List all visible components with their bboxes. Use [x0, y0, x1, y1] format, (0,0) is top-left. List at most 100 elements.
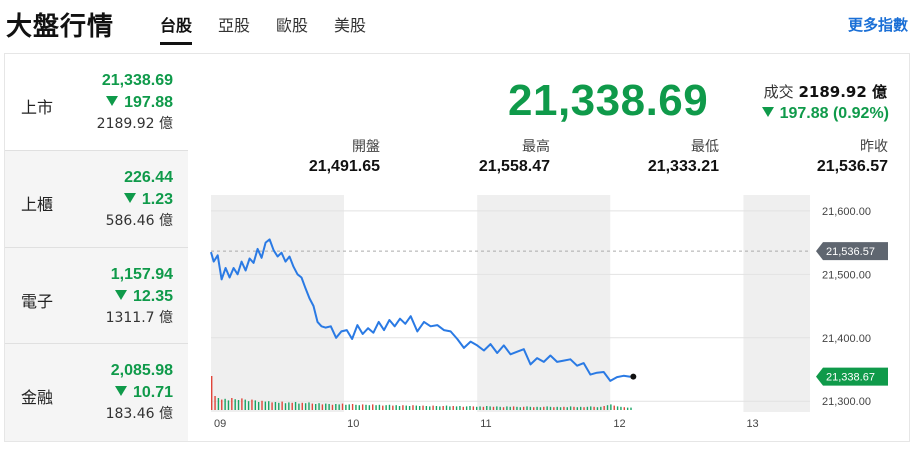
volume-bar — [616, 406, 619, 410]
volume-bar — [331, 404, 334, 410]
volume-bar — [237, 400, 240, 410]
volume-bar — [348, 404, 350, 410]
volume-bar — [408, 406, 411, 410]
volume-bar — [519, 407, 522, 410]
volume-bar — [499, 406, 501, 410]
volume-bar — [486, 406, 488, 410]
volume-bar — [586, 406, 589, 410]
sidebar-item-name: 電子 — [21, 292, 54, 311]
volume-bar — [294, 402, 297, 410]
last-price-dot — [630, 373, 637, 380]
volume-bar — [415, 405, 418, 410]
volume-bar — [566, 407, 568, 410]
volume-bar — [278, 402, 280, 410]
volume-bar — [308, 402, 310, 410]
volume-bar — [529, 406, 532, 410]
sidebar-item-finance[interactable]: 金融 2,085.98 10.71 183.46 億 — [5, 344, 188, 441]
volume-bar — [472, 406, 475, 410]
volume-bar — [465, 406, 468, 410]
intraday-chart[interactable]: 21,600.00 21,500.00 21,400.00 21,300.00 09 10… — [210, 194, 900, 434]
volume-bar — [412, 405, 414, 410]
prev-close-tag-bg — [816, 242, 888, 261]
volume-bar — [506, 406, 508, 410]
sidebar-item-volume: 1311.7 億 — [105, 310, 173, 326]
stat-high: 最高 21,558.47 — [479, 138, 550, 178]
stat-low: 最低 21,333.21 — [648, 138, 719, 178]
volume-bar — [462, 406, 464, 410]
volume-bar — [355, 404, 357, 410]
tab-europe[interactable]: 歐股 — [276, 16, 309, 35]
volume-bar — [496, 406, 498, 410]
x-tick-label: 11 — [480, 418, 491, 430]
volume-bar — [623, 407, 625, 410]
volume-bar — [579, 406, 582, 410]
volume-bar — [368, 405, 371, 410]
volume-bar — [439, 406, 441, 410]
sidebar-item-volume: 183.46 億 — [105, 406, 173, 422]
volume-bar — [254, 400, 257, 410]
chart-band-1 — [344, 195, 478, 412]
volume-bar — [221, 399, 223, 410]
volume-bar — [304, 403, 307, 410]
volume-bar — [626, 407, 629, 410]
down-triangle-icon — [114, 386, 127, 396]
volume-bar — [271, 402, 273, 410]
volume-bar — [556, 406, 558, 410]
x-tick-label: 09 — [214, 418, 226, 430]
volume-bar — [264, 401, 267, 410]
more-indices-link[interactable]: 更多指數 — [847, 16, 908, 34]
volume-bar — [606, 405, 609, 410]
volume-bar — [533, 407, 535, 410]
volume-bar — [318, 403, 320, 410]
sidebar-item-otc[interactable]: 上櫃 226.44 1.23 586.46 億 — [5, 151, 188, 248]
volume-bar — [573, 406, 575, 410]
volume-bar — [402, 405, 404, 410]
volume-bar — [449, 406, 451, 410]
volume-bar — [536, 406, 538, 410]
volume-bar — [328, 404, 330, 410]
down-triangle-icon — [114, 290, 127, 300]
volume-bar — [361, 404, 364, 410]
chart-band-2 — [477, 195, 611, 412]
volume-bar — [522, 406, 525, 410]
volume-bar — [418, 406, 421, 410]
sidebar-item-name: 金融 — [21, 388, 54, 407]
volume-bar — [288, 402, 290, 410]
volume-bar — [445, 405, 448, 410]
volume-bar — [291, 402, 293, 410]
volume-bar — [251, 399, 253, 410]
volume-bar — [382, 405, 384, 410]
market-tabs: 台股 亞股 歐股 美股 — [160, 12, 392, 45]
volume-bar — [590, 406, 592, 410]
volume-bar — [559, 407, 562, 410]
volume-bar — [321, 404, 324, 410]
last-price-tag: 21,338.67 — [826, 372, 875, 384]
volume-bar — [231, 398, 233, 410]
volume-bar — [452, 406, 454, 410]
sidebar-item-electronics[interactable]: 電子 1,157.94 12.35 1311.7 億 — [5, 248, 188, 344]
volume-bar — [620, 406, 622, 410]
volume-bar — [224, 398, 226, 410]
volume-bar — [526, 406, 528, 410]
down-triangle-icon — [123, 193, 136, 203]
tab-asia[interactable]: 亞股 — [218, 16, 251, 35]
tab-us[interactable]: 美股 — [334, 16, 367, 35]
chart-band-0 — [211, 195, 345, 412]
volume-bar — [630, 407, 632, 410]
volume-bar — [268, 401, 270, 410]
volume-bar — [509, 406, 511, 410]
y-tick-label: 21,600.00 — [822, 206, 871, 218]
sidebar-item-listed[interactable]: 上市 21,338.69 197.88 2189.92 億 — [5, 54, 188, 151]
down-triangle-icon — [106, 96, 119, 106]
volume-bar — [600, 406, 602, 410]
volume-bar — [227, 400, 230, 410]
sidebar-item-value: 226.44 — [124, 169, 173, 186]
volume-bar — [345, 404, 347, 410]
sidebar-item-volume: 586.46 億 — [105, 213, 173, 229]
volume-bar — [284, 403, 287, 410]
sidebar-item-change: 1.23 — [141, 191, 173, 208]
y-tick-label: 21,300.00 — [822, 396, 871, 408]
stat-value: 21,491.65 — [308, 158, 380, 175]
sidebar-item-value: 21,338.69 — [101, 72, 173, 89]
tab-taiwan[interactable]: 台股 — [160, 12, 193, 45]
